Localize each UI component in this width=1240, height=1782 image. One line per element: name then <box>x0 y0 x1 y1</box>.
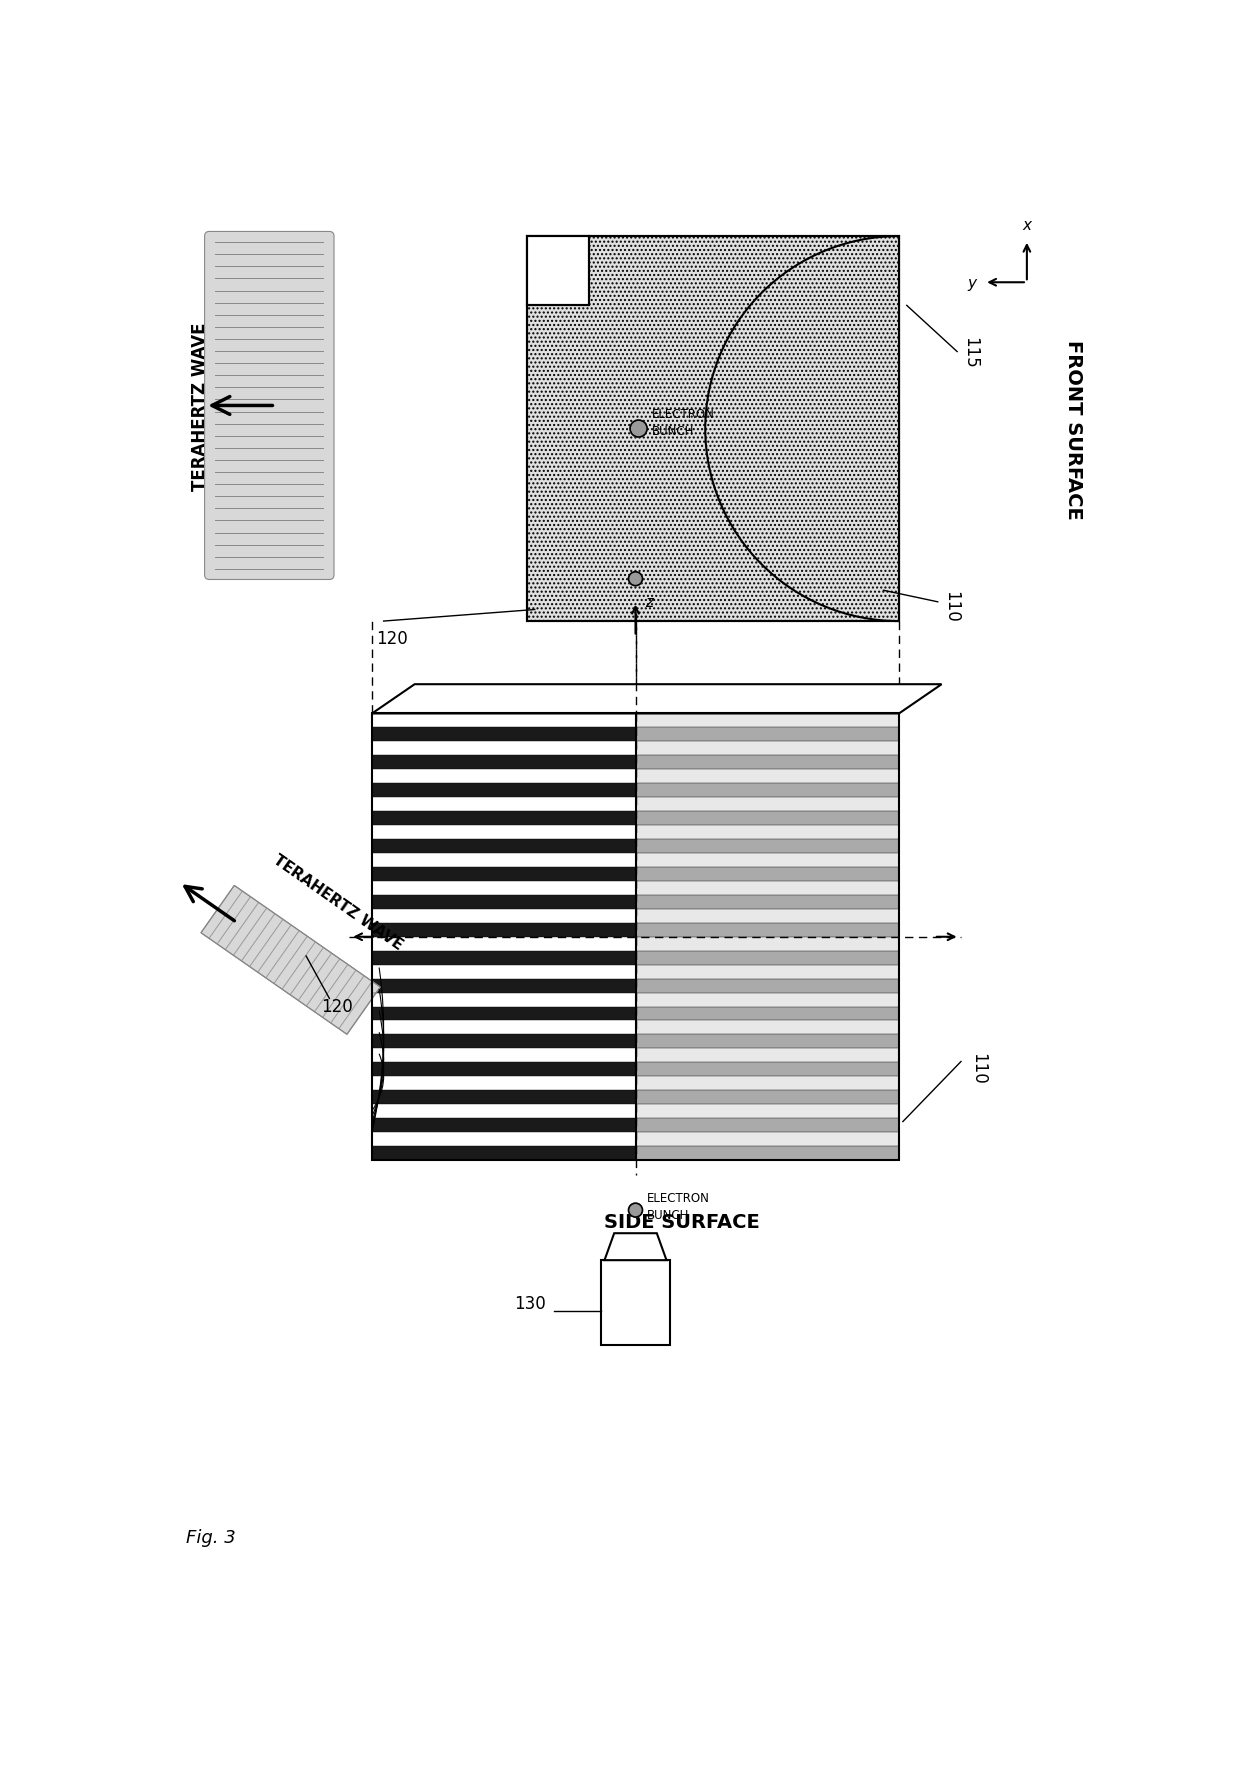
Bar <box>372 715 635 729</box>
Bar <box>527 237 589 307</box>
Bar <box>372 715 899 1160</box>
Bar <box>372 854 635 868</box>
Bar <box>635 729 899 741</box>
Text: TERAHERTZ WAVE: TERAHERTZ WAVE <box>191 323 210 490</box>
Polygon shape <box>201 886 381 1035</box>
Text: 120: 120 <box>376 629 408 647</box>
Text: 115: 115 <box>961 337 980 369</box>
Bar <box>372 1035 635 1050</box>
Bar <box>635 952 899 966</box>
Polygon shape <box>605 1233 667 1260</box>
FancyBboxPatch shape <box>205 232 334 581</box>
Bar <box>635 1119 899 1133</box>
Bar <box>372 909 635 923</box>
Bar <box>635 1007 899 1021</box>
Bar <box>372 715 899 1160</box>
Text: Fig. 3: Fig. 3 <box>186 1529 236 1547</box>
Bar <box>635 715 899 729</box>
Bar <box>635 741 899 756</box>
Bar <box>372 966 635 978</box>
Bar <box>372 798 635 811</box>
Circle shape <box>630 421 647 438</box>
Bar <box>635 798 899 811</box>
Polygon shape <box>372 684 941 715</box>
Bar <box>635 909 899 923</box>
Text: ELECTRON
BUNCH: ELECTRON BUNCH <box>647 1192 711 1222</box>
Bar <box>635 784 899 798</box>
Bar <box>527 237 899 622</box>
Wedge shape <box>706 237 899 622</box>
Bar <box>372 1050 635 1062</box>
Bar <box>372 882 635 895</box>
Bar <box>635 825 899 839</box>
Bar <box>635 1076 899 1091</box>
Bar <box>635 1146 899 1160</box>
Bar <box>635 1105 899 1119</box>
Text: y: y <box>967 276 977 290</box>
Text: FRONT SURFACE: FRONT SURFACE <box>1064 340 1083 519</box>
Bar <box>372 756 635 770</box>
Bar <box>372 937 635 952</box>
Bar <box>372 978 635 993</box>
Bar <box>635 937 899 952</box>
Bar <box>635 1133 899 1146</box>
Bar <box>372 811 635 825</box>
Circle shape <box>629 572 642 586</box>
Bar <box>372 1062 635 1076</box>
Text: z: z <box>645 595 652 609</box>
Bar <box>635 993 899 1007</box>
Bar <box>372 839 635 854</box>
Bar <box>372 993 635 1007</box>
Bar <box>372 923 635 937</box>
Bar <box>372 1091 635 1105</box>
Bar <box>635 839 899 854</box>
Bar <box>372 729 635 741</box>
Text: 130: 130 <box>515 1294 547 1313</box>
Bar <box>372 1133 635 1146</box>
Text: SIDE SURFACE: SIDE SURFACE <box>604 1212 760 1231</box>
Bar <box>635 1050 899 1062</box>
Bar <box>635 811 899 825</box>
Bar <box>372 784 635 798</box>
Bar <box>372 770 635 784</box>
Text: 110: 110 <box>941 590 960 622</box>
Bar <box>372 825 635 839</box>
Bar <box>635 1035 899 1050</box>
Bar <box>635 923 899 937</box>
Bar <box>635 854 899 868</box>
Bar <box>372 1119 635 1133</box>
Bar <box>372 1146 635 1160</box>
Bar <box>372 952 635 966</box>
Text: 110: 110 <box>968 1051 987 1083</box>
Bar <box>635 1062 899 1076</box>
Bar <box>600 1260 671 1345</box>
Text: TERAHERTZ WAVE: TERAHERTZ WAVE <box>270 852 405 953</box>
Bar <box>372 1007 635 1021</box>
Bar <box>635 895 899 909</box>
Circle shape <box>629 1203 642 1217</box>
Bar <box>635 882 899 895</box>
Bar <box>635 1091 899 1105</box>
Bar <box>635 966 899 978</box>
Text: 120: 120 <box>321 998 353 1016</box>
Bar <box>372 1021 635 1035</box>
Bar <box>635 868 899 882</box>
Bar <box>372 1105 635 1119</box>
Bar <box>527 237 899 622</box>
Bar <box>635 770 899 784</box>
Bar <box>372 895 635 909</box>
Bar <box>635 756 899 770</box>
Bar <box>372 741 635 756</box>
Text: ELECTRON
BUNCH: ELECTRON BUNCH <box>652 408 714 438</box>
Bar <box>372 868 635 882</box>
Text: x: x <box>1022 217 1032 233</box>
Bar <box>635 1021 899 1035</box>
Bar <box>635 978 899 993</box>
Bar <box>372 1076 635 1091</box>
